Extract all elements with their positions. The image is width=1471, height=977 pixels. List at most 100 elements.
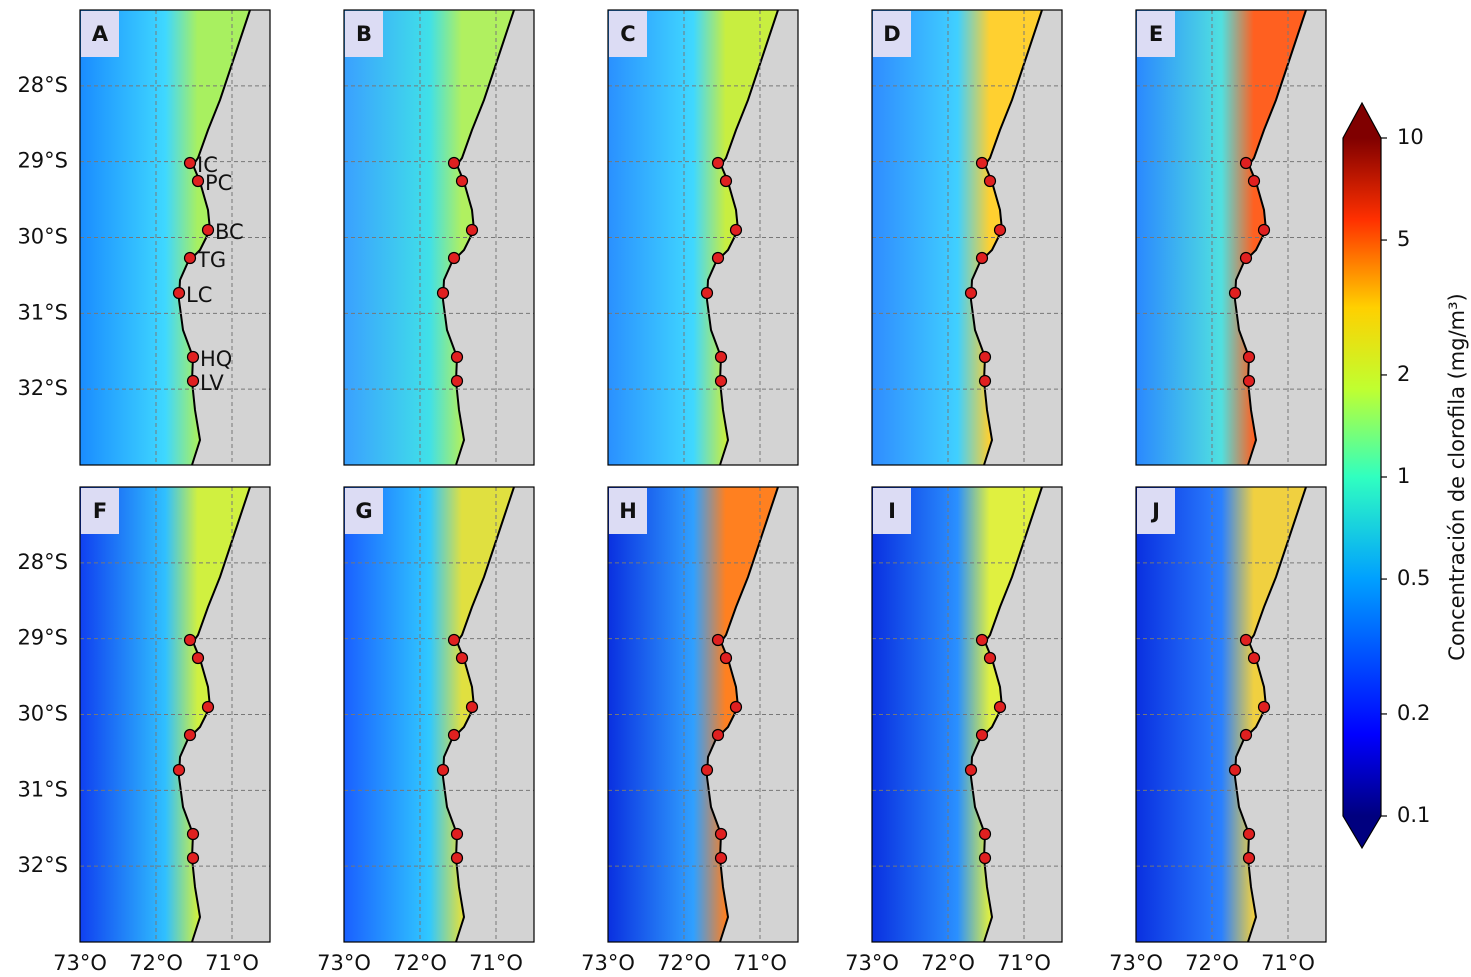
site-marker bbox=[1241, 253, 1252, 264]
site-marker bbox=[1259, 225, 1270, 236]
panel-label: J bbox=[1150, 499, 1160, 523]
site-marker bbox=[449, 730, 460, 741]
site-marker bbox=[980, 829, 991, 840]
site-marker bbox=[193, 176, 204, 187]
site-marker bbox=[452, 352, 463, 363]
colorbar-tick-label: 0.1 bbox=[1397, 803, 1430, 827]
panel-label: B bbox=[356, 22, 372, 46]
site-marker bbox=[188, 376, 199, 387]
site-marker bbox=[1244, 352, 1255, 363]
site-marker bbox=[716, 352, 727, 363]
colorbar-tick-label: 5 bbox=[1397, 227, 1410, 251]
site-marker bbox=[985, 653, 996, 664]
site-marker bbox=[721, 653, 732, 664]
site-marker bbox=[985, 176, 996, 187]
colorbar-tick-label: 0.2 bbox=[1397, 701, 1430, 725]
site-marker bbox=[1230, 765, 1241, 776]
site-marker bbox=[702, 288, 713, 299]
lon-tick-label: 72°O bbox=[393, 951, 447, 973]
site-marker bbox=[1241, 635, 1252, 646]
site-marker bbox=[193, 653, 204, 664]
site-marker bbox=[713, 730, 724, 741]
site-marker bbox=[452, 853, 463, 864]
site-marker bbox=[1244, 829, 1255, 840]
site-marker bbox=[457, 653, 468, 664]
site-label: HQ bbox=[200, 347, 232, 371]
map-panel: 73°O72°O71°OG bbox=[317, 487, 534, 973]
lon-tick-label: 72°O bbox=[129, 951, 183, 973]
site-marker bbox=[1249, 653, 1260, 664]
site-label: PC bbox=[205, 171, 232, 195]
site-marker bbox=[185, 730, 196, 741]
site-marker bbox=[203, 225, 214, 236]
site-marker bbox=[452, 829, 463, 840]
lat-tick-label: 31°S bbox=[17, 300, 68, 324]
lon-tick-label: 71°O bbox=[205, 951, 259, 973]
colorbar bbox=[1343, 138, 1381, 816]
lon-tick-label: 73°O bbox=[53, 951, 107, 973]
site-marker bbox=[174, 765, 185, 776]
site-marker bbox=[716, 829, 727, 840]
site-marker bbox=[1249, 176, 1260, 187]
site-marker bbox=[702, 765, 713, 776]
panel-label: D bbox=[883, 22, 900, 46]
map-panel: 28°S29°S30°S31°S32°S73°O72°O71°OF bbox=[17, 487, 270, 973]
colorbar-extend-top bbox=[1343, 103, 1381, 138]
site-marker bbox=[1259, 702, 1270, 713]
lon-tick-label: 71°O bbox=[469, 951, 523, 973]
lat-tick-label: 32°S bbox=[17, 853, 68, 877]
site-label: BC bbox=[215, 220, 244, 244]
site-marker bbox=[995, 225, 1006, 236]
site-marker bbox=[1244, 853, 1255, 864]
site-marker bbox=[174, 288, 185, 299]
site-marker bbox=[438, 288, 449, 299]
site-label: LC bbox=[186, 283, 212, 307]
lat-tick-label: 32°S bbox=[17, 376, 68, 400]
site-marker bbox=[980, 352, 991, 363]
figure: 28°S29°S30°S31°S32°SICPCBCTGLCHQLVABCDE2… bbox=[0, 0, 1471, 973]
lon-tick-label: 72°O bbox=[1185, 951, 1239, 973]
site-marker bbox=[716, 376, 727, 387]
colorbar-tick-label: 2 bbox=[1397, 362, 1410, 386]
map-panel: E bbox=[1136, 10, 1326, 465]
site-label: TG bbox=[196, 248, 226, 272]
site-marker bbox=[449, 253, 460, 264]
lon-tick-label: 71°O bbox=[997, 951, 1051, 973]
site-label: LV bbox=[200, 371, 224, 395]
panel-label: I bbox=[888, 499, 896, 523]
panel-label: F bbox=[93, 499, 107, 523]
site-marker bbox=[980, 853, 991, 864]
colorbar-tick-label: 1 bbox=[1397, 464, 1410, 488]
site-marker bbox=[713, 253, 724, 264]
lat-tick-label: 30°S bbox=[17, 225, 68, 249]
site-marker bbox=[977, 635, 988, 646]
colorbar-extend-bottom bbox=[1343, 816, 1381, 848]
site-marker bbox=[438, 765, 449, 776]
site-marker bbox=[185, 635, 196, 646]
site-marker bbox=[716, 853, 727, 864]
site-marker bbox=[995, 702, 1006, 713]
colorbar-label: Concentración de clorofila (mg/m³) bbox=[1445, 293, 1469, 660]
colorbar-tick-label: 10 bbox=[1397, 125, 1424, 149]
site-marker bbox=[977, 253, 988, 264]
panel-label: H bbox=[619, 499, 637, 523]
site-marker bbox=[977, 158, 988, 169]
site-marker bbox=[467, 225, 478, 236]
colorbar-tick-label: 0.5 bbox=[1397, 566, 1430, 590]
site-marker bbox=[449, 158, 460, 169]
lat-tick-label: 31°S bbox=[17, 777, 68, 801]
site-marker bbox=[1241, 730, 1252, 741]
site-marker bbox=[467, 702, 478, 713]
lon-tick-label: 72°O bbox=[657, 951, 711, 973]
lon-tick-label: 73°O bbox=[317, 951, 371, 973]
lon-tick-label: 73°O bbox=[1109, 951, 1163, 973]
site-marker bbox=[731, 702, 742, 713]
lon-tick-label: 71°O bbox=[1261, 951, 1315, 973]
site-marker bbox=[188, 829, 199, 840]
panel-label: A bbox=[92, 22, 109, 46]
map-panel: D bbox=[872, 10, 1062, 465]
site-marker bbox=[731, 225, 742, 236]
site-marker bbox=[188, 853, 199, 864]
